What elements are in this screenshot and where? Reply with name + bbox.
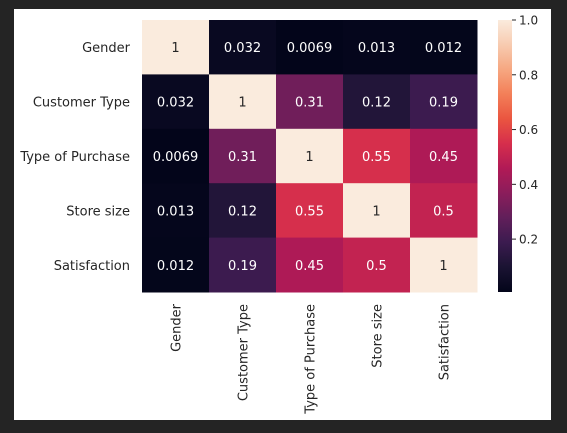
row-label: Store size <box>66 204 130 219</box>
cell-value-label: 0.19 <box>228 259 257 274</box>
heatmap-cell <box>343 20 411 75</box>
column-labels: Gender Customer Type Type of Purchase Store… <box>170 303 453 414</box>
heatmap-cell <box>209 74 277 130</box>
colorbar-tick-label: 0.4 <box>519 178 538 192</box>
cell-value-label: 0.0069 <box>287 41 333 56</box>
heatmap-cell <box>276 74 344 130</box>
heatmap-cell <box>142 183 210 239</box>
colorbar-tick-label: 0.6 <box>519 123 538 137</box>
cell-value-label: 1 <box>372 204 380 219</box>
heatmap-cell <box>276 20 344 75</box>
heatmap-cell <box>209 128 277 184</box>
colorbar: 0.2 0.4 0.6 0.8 1.0 <box>498 14 538 292</box>
heatmap-cell <box>410 128 478 184</box>
heatmap-cell <box>142 128 210 184</box>
cell-value-label: 0.31 <box>295 96 324 111</box>
row-label: Satisfaction <box>54 259 130 274</box>
cell-value-label: 0.55 <box>295 204 324 219</box>
colorbar-tick-label: 1.0 <box>519 14 538 28</box>
cell-value-label: 1 <box>238 96 246 111</box>
cell-value-label: 0.5 <box>366 259 387 274</box>
cell-value-label: 0.12 <box>362 96 391 111</box>
row-label: Gender <box>82 41 131 56</box>
cell-value-label: 0.012 <box>157 259 194 274</box>
row-label: Type of Purchase <box>19 150 130 165</box>
cell-value-label: 0.45 <box>429 150 458 165</box>
cell-value-label: 1 <box>305 150 313 165</box>
heatmap-cell <box>343 183 411 239</box>
heatmap-cell <box>209 20 277 75</box>
heatmap-cells <box>142 20 478 293</box>
cell-value-label: 0.032 <box>157 96 194 111</box>
cell-value-label: 0.55 <box>362 150 391 165</box>
heatmap-cell <box>142 74 210 130</box>
row-labels: Gender Customer Type Type of Purchase Store… <box>19 41 130 274</box>
heatmap-cell <box>276 128 344 184</box>
heatmap-cell <box>410 237 478 293</box>
cell-value-label: 0.12 <box>228 204 257 219</box>
chart-panel: 1 0.032 0.0069 0.013 0.012 0.032 1 0.31 0.12 0.19… <box>14 9 551 420</box>
cell-value-label: 0.032 <box>224 41 261 56</box>
heatmap-annotations: 1 0.032 0.0069 0.013 0.012 0.032 1 0.31 0.12 0.19… <box>153 41 462 274</box>
heatmap-cell <box>142 20 210 75</box>
colorbar-tick-label: 0.2 <box>519 233 538 247</box>
column-label: Customer Type <box>237 304 252 401</box>
heatmap-cell <box>343 74 411 130</box>
cell-value-label: 0.013 <box>157 204 194 219</box>
heatmap-cell <box>410 183 478 239</box>
colorbar-tick-label: 0.8 <box>519 68 538 82</box>
heatmap-cell <box>410 20 478 75</box>
cell-value-label: 1 <box>439 259 447 274</box>
heatmap-cell <box>209 237 277 293</box>
cell-value-label: 0.0069 <box>153 150 199 165</box>
row-label: Customer Type <box>33 96 130 111</box>
cell-value-label: 0.45 <box>295 259 324 274</box>
column-label: Type of Purchase <box>304 304 319 415</box>
correlation-heatmap: 1 0.032 0.0069 0.013 0.012 0.032 1 0.31 0.12 0.19… <box>19 14 538 415</box>
cell-value-label: 0.19 <box>429 96 458 111</box>
cell-value-label: 0.5 <box>433 204 454 219</box>
heatmap-cell <box>142 237 210 293</box>
heatmap-cell <box>343 128 411 184</box>
cell-value-label: 0.013 <box>358 41 395 56</box>
cell-value-label: 0.31 <box>228 150 257 165</box>
heatmap-cell <box>410 74 478 130</box>
cell-value-label: 1 <box>171 41 179 56</box>
column-label: Satisfaction <box>438 304 453 380</box>
heatmap-cell <box>343 237 411 293</box>
column-label: Gender <box>170 303 185 352</box>
heatmap-cell <box>276 183 344 239</box>
heatmap-cell <box>209 183 277 239</box>
cell-value-label: 0.012 <box>425 41 462 56</box>
column-label: Store size <box>371 304 386 368</box>
colorbar-gradient <box>498 20 512 292</box>
heatmap-cell <box>276 237 344 293</box>
